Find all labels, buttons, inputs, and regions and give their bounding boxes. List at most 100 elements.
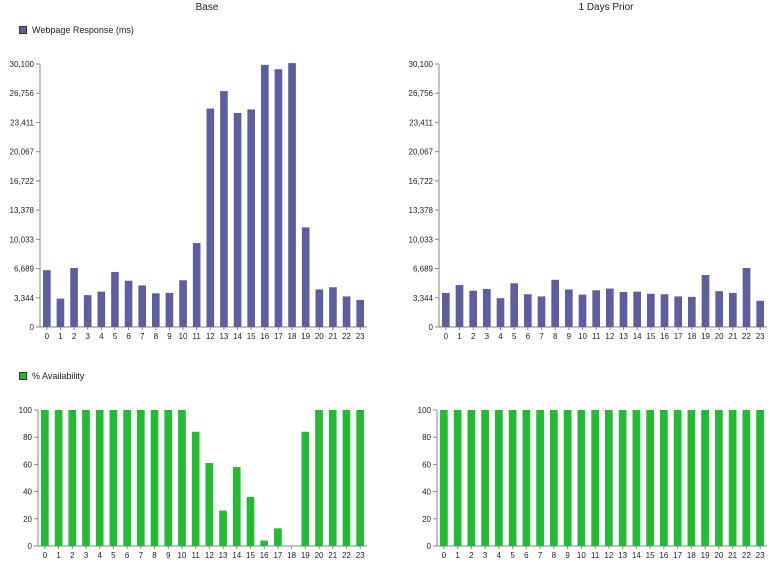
response-prior-y-tick-label: 13,378 [409, 206, 434, 215]
response-prior-bar [524, 294, 532, 327]
response-base-bar [260, 64, 269, 328]
response-prior-y-tick-label: 26,756 [409, 89, 434, 98]
availability-prior-y-tick-label: 20 [422, 515, 431, 524]
response-prior-bar [660, 294, 669, 327]
response-prior-x-tick-label: 21 [728, 332, 737, 341]
response-prior-y-tick-label: 30,100 [409, 60, 434, 69]
availability-base-x-tick-label: 9 [166, 551, 171, 560]
availability-prior-x-tick-label: 6 [524, 551, 529, 560]
availability-prior-x-tick-label: 22 [742, 551, 751, 560]
availability-base-y-tick-label: 0 [28, 542, 33, 551]
availability-base-bar [82, 410, 90, 546]
response-base-x-tick-label: 8 [154, 332, 159, 341]
availability-prior-x-tick-label: 7 [538, 551, 543, 560]
availability-base-x-tick-label: 20 [315, 551, 324, 560]
response-base-bar [151, 293, 160, 327]
response-base-bar [124, 280, 133, 327]
response-base-bar [233, 112, 242, 327]
response-legend-label: Webpage Response (ms) [32, 25, 134, 35]
response-prior-x-tick-label: 20 [715, 332, 724, 341]
response-base-y-tick-label: 0 [30, 323, 35, 332]
response-base-y-tick-label: 20,067 [10, 148, 35, 157]
availability-prior-bar [467, 410, 476, 546]
availability-base-bar [95, 410, 104, 546]
availability-base-x-tick-label: 11 [191, 551, 200, 560]
availability-prior-bar [453, 410, 462, 546]
availability-base-bar [315, 410, 323, 546]
response-base-y-tick-label: 13,378 [10, 206, 35, 215]
availability-base-bar [232, 467, 241, 546]
response-base-x-tick-label: 2 [72, 332, 77, 341]
availability-prior-bar [618, 410, 627, 546]
response-prior-bar [592, 290, 600, 327]
response-prior-x-tick-label: 16 [660, 332, 669, 341]
response-prior-y-tick-label: 6,689 [413, 265, 434, 274]
availability-base-x-tick-label: 15 [246, 551, 255, 560]
availability-base-bar [123, 410, 131, 546]
response-prior-x-tick-label: 2 [471, 332, 476, 341]
availability-prior-bar [756, 410, 764, 546]
response-base-x-tick-label: 3 [85, 332, 90, 341]
availability-base-y-tick-label: 40 [23, 488, 32, 497]
availability-prior-bar [660, 410, 668, 546]
availability-prior-x-tick-label: 3 [483, 551, 488, 560]
availability-base-x-tick-label: 7 [139, 551, 144, 560]
availability-prior-y-tick-label: 80 [422, 433, 431, 442]
availability-prior-x-tick-label: 0 [442, 551, 447, 560]
availability-base-x-tick-label: 5 [111, 551, 116, 560]
availability-legend-label: % Availability [32, 371, 85, 381]
availability-prior-x-tick-label: 11 [591, 551, 600, 560]
availability-base-y-tick-label: 100 [19, 406, 33, 415]
availability-base-x-tick-label: 22 [342, 551, 351, 560]
response-prior-bar [469, 290, 477, 327]
availability-legend: % Availability [19, 371, 84, 381]
response-base-bar [42, 270, 51, 327]
availability-prior-x-tick-label: 18 [687, 551, 696, 560]
response-prior-bar [496, 298, 505, 327]
response-base-bar [274, 69, 283, 327]
availability-prior-bar [646, 410, 654, 546]
response-prior-x-tick-label: 4 [498, 332, 503, 341]
response-prior-bar [742, 268, 751, 327]
availability-base-bar [219, 510, 227, 546]
response-prior-x-tick-label: 7 [539, 332, 544, 341]
response-base-x-tick-label: 22 [342, 332, 351, 341]
response-prior-y-tick-label: 10,033 [409, 235, 434, 244]
availability-base-y-tick-label: 60 [23, 460, 32, 469]
response-prior-x-tick-label: 8 [553, 332, 558, 341]
availability-prior-x-tick-label: 10 [577, 551, 586, 560]
availability-base-bar [68, 410, 77, 546]
availability-base-bar [274, 528, 282, 546]
availability-prior-x-tick-label: 16 [659, 551, 668, 560]
response-prior-x-tick-label: 11 [592, 332, 601, 341]
availability-base-y-tick-label: 80 [23, 433, 32, 442]
response-base-bar [329, 287, 337, 327]
availability-base-x-tick-label: 13 [219, 551, 228, 560]
response-prior-y-tick-label: 20,067 [409, 148, 434, 157]
response-base-y-tick-label: 23,411 [10, 118, 34, 127]
availability-base-bar [328, 410, 337, 546]
response-prior-x-tick-label: 1 [457, 332, 462, 341]
response-prior-bar [756, 300, 764, 327]
response-base-chart: 0 3,344 6,689 10,033 13,378 16,722 20,067 23,41… [10, 60, 367, 341]
response-legend: Webpage Response (ms) [19, 25, 134, 35]
availability-base-bar [150, 410, 159, 546]
response-base-bar [315, 289, 324, 327]
response-base-bar [356, 299, 365, 327]
availability-prior-x-tick-label: 23 [756, 551, 765, 560]
availability-base-x-tick-label: 10 [177, 551, 186, 560]
response-base-bar [192, 243, 201, 327]
response-prior-bar [633, 291, 641, 327]
response-prior-x-tick-label: 3 [485, 332, 490, 341]
response-prior-bar [688, 296, 696, 327]
response-prior-bar [647, 293, 655, 327]
response-prior-x-tick-label: 0 [444, 332, 449, 341]
availability-base-x-tick-label: 3 [84, 551, 89, 560]
prior-column-title: 1 Days Prior [578, 2, 634, 13]
availability-prior-x-tick-label: 8 [552, 551, 557, 560]
response-prior-x-tick-label: 12 [605, 332, 614, 341]
availability-base-x-tick-label: 1 [56, 551, 61, 560]
response-base-x-tick-label: 5 [113, 332, 118, 341]
availability-base-bar [109, 410, 118, 546]
